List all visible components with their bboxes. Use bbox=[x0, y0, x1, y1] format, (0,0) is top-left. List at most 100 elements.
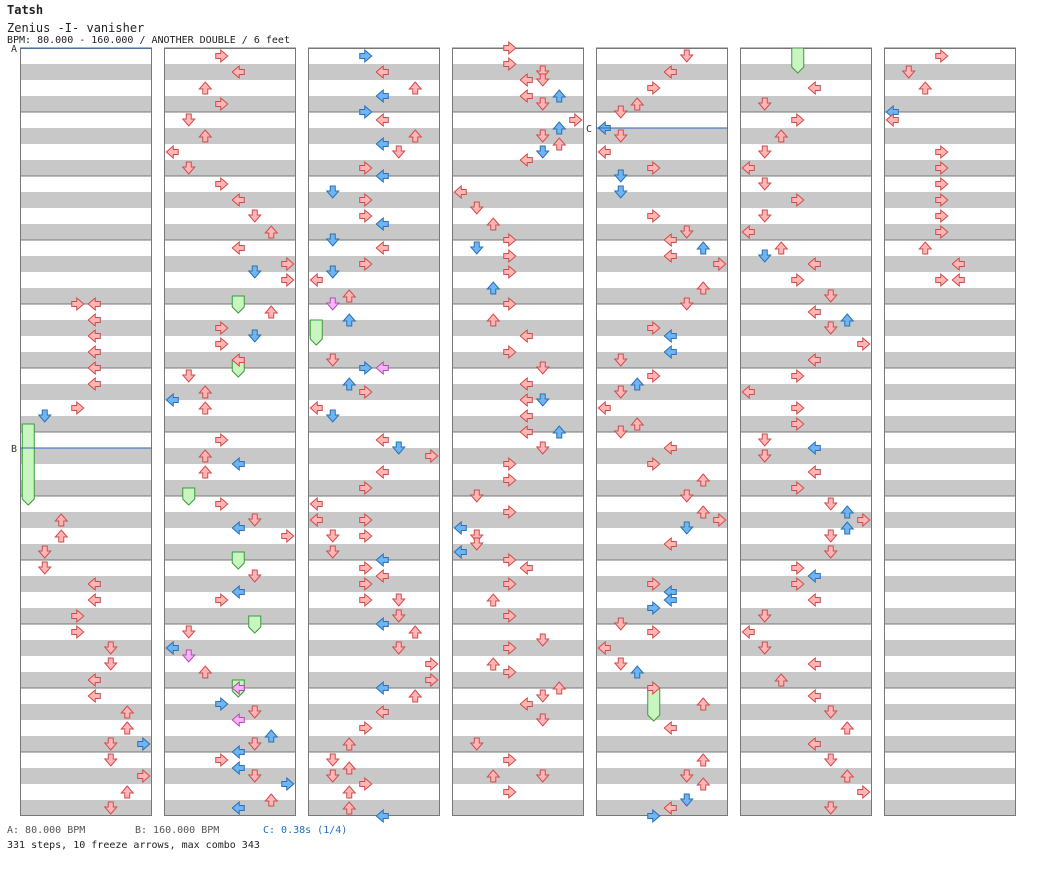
freeze-arrow bbox=[231, 551, 245, 570]
step-arrow bbox=[247, 705, 262, 719]
step-arrow bbox=[807, 688, 821, 704]
step-arrow bbox=[391, 609, 406, 623]
step-arrow bbox=[613, 169, 628, 183]
step-arrow bbox=[325, 769, 340, 783]
beat-stripe bbox=[308, 544, 440, 560]
step-arrow bbox=[823, 289, 838, 303]
beat-stripe bbox=[452, 544, 584, 560]
beat-stripe bbox=[884, 672, 1016, 688]
step-arrow bbox=[375, 808, 389, 824]
step-arrow bbox=[696, 753, 711, 767]
beat-stripe bbox=[884, 544, 1016, 560]
beat-stripe bbox=[20, 224, 152, 240]
step-arrow bbox=[791, 112, 805, 128]
beat-stripe bbox=[596, 672, 728, 688]
beat-stripe bbox=[596, 224, 728, 240]
step-arrow bbox=[247, 265, 262, 279]
step-arrow bbox=[375, 168, 389, 184]
beat-stripe bbox=[452, 160, 584, 176]
beat-stripe bbox=[164, 416, 296, 432]
step-arrow bbox=[696, 697, 711, 711]
step-arrow bbox=[757, 145, 772, 159]
step-arrow bbox=[264, 793, 279, 807]
step-arrow bbox=[247, 737, 262, 751]
beat-stripe bbox=[452, 640, 584, 656]
step-arrow bbox=[663, 440, 677, 456]
beat-stripe bbox=[596, 704, 728, 720]
step-arrow bbox=[663, 720, 677, 736]
step-arrow bbox=[231, 800, 245, 816]
step-arrow bbox=[679, 769, 694, 783]
step-arrow bbox=[54, 529, 69, 543]
step-arrow bbox=[375, 136, 389, 152]
beat-stripe bbox=[740, 160, 872, 176]
step-arrow bbox=[103, 657, 118, 671]
beat-stripe bbox=[740, 736, 872, 752]
freeze-arrow bbox=[791, 47, 805, 74]
step-arrow bbox=[535, 633, 550, 647]
step-arrow bbox=[647, 80, 661, 96]
step-arrow bbox=[37, 561, 52, 575]
step-arrow bbox=[597, 640, 611, 656]
step-arrow bbox=[359, 776, 373, 792]
beat-stripe bbox=[884, 384, 1016, 400]
beat-stripe bbox=[596, 320, 728, 336]
step-arrow bbox=[519, 72, 533, 88]
step-arrow bbox=[325, 265, 340, 279]
step-arrow bbox=[663, 800, 677, 816]
step-arrow bbox=[120, 721, 135, 735]
step-arrow bbox=[453, 184, 467, 200]
beat-stripe bbox=[308, 672, 440, 688]
step-arrow bbox=[342, 737, 357, 751]
step-arrow bbox=[647, 160, 661, 176]
freeze-arrow bbox=[309, 319, 323, 346]
step-arrow bbox=[647, 576, 661, 592]
beat-stripe bbox=[452, 480, 584, 496]
beat-stripe bbox=[164, 64, 296, 80]
step-arrow bbox=[519, 392, 533, 408]
beat-stripe bbox=[740, 128, 872, 144]
step-arrow bbox=[535, 129, 550, 143]
step-arrow bbox=[840, 769, 855, 783]
beat-stripe bbox=[164, 96, 296, 112]
step-arrow bbox=[774, 673, 789, 687]
step-arrow bbox=[486, 593, 501, 607]
beat-stripe bbox=[452, 128, 584, 144]
beat-stripe bbox=[740, 576, 872, 592]
step-arrow bbox=[231, 760, 245, 776]
beat-stripe bbox=[884, 640, 1016, 656]
beat-stripe bbox=[452, 512, 584, 528]
chart-column-border bbox=[884, 48, 1016, 816]
beat-stripe bbox=[164, 384, 296, 400]
step-arrow bbox=[486, 657, 501, 671]
beat-stripe bbox=[452, 352, 584, 368]
step-arrow bbox=[87, 688, 101, 704]
beat-stripe bbox=[164, 672, 296, 688]
step-arrow bbox=[519, 376, 533, 392]
step-arrow bbox=[264, 225, 279, 239]
step-arrow bbox=[247, 569, 262, 583]
beat-stripe bbox=[740, 64, 872, 80]
step-arrow bbox=[791, 576, 805, 592]
beat-stripe bbox=[308, 704, 440, 720]
beat-stripe bbox=[596, 64, 728, 80]
freeze-arrow bbox=[231, 295, 245, 314]
beat-stripe bbox=[596, 288, 728, 304]
step-arrow bbox=[359, 480, 373, 496]
step-arrow bbox=[757, 641, 772, 655]
step-arrow bbox=[647, 808, 661, 824]
step-arrow bbox=[503, 248, 517, 264]
step-arrow bbox=[359, 560, 373, 576]
step-arrow bbox=[391, 441, 406, 455]
step-arrow bbox=[375, 616, 389, 632]
beat-stripe bbox=[452, 320, 584, 336]
freeze-arrow bbox=[248, 615, 262, 634]
step-arrow bbox=[791, 192, 805, 208]
step-arrow bbox=[630, 97, 645, 111]
step-arrow bbox=[71, 608, 85, 624]
step-arrow bbox=[663, 592, 677, 608]
beat-stripe bbox=[596, 640, 728, 656]
step-arrow bbox=[807, 736, 821, 752]
step-arrow bbox=[857, 784, 871, 800]
beat-stripe bbox=[452, 576, 584, 592]
